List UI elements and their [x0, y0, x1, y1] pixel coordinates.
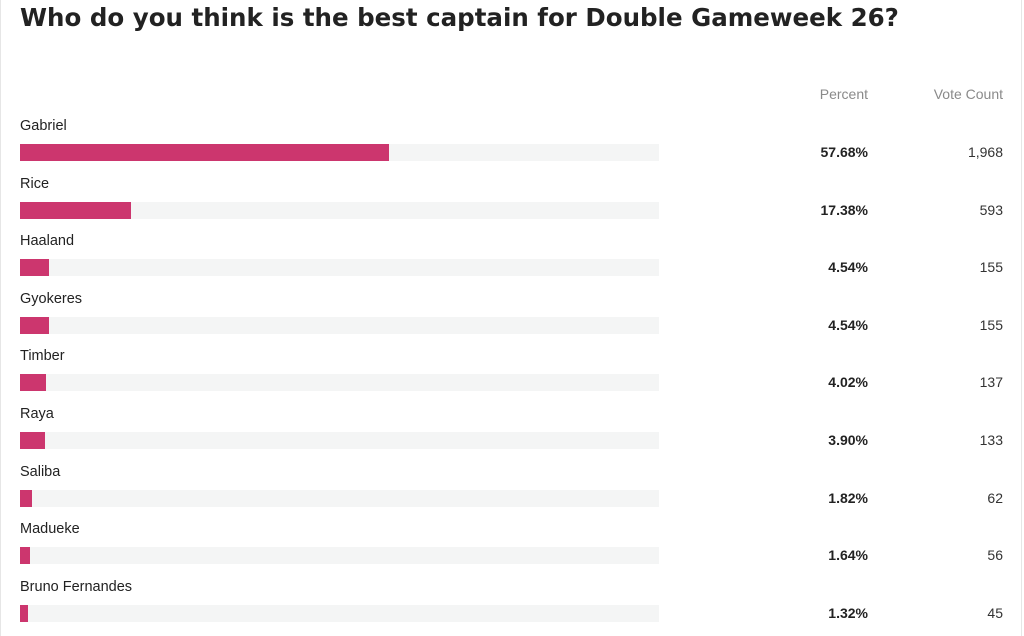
result-bar-fill — [20, 144, 389, 161]
option-percent: 4.54% — [828, 259, 868, 276]
vote-count-column-header: Vote Count — [933, 86, 1003, 102]
poll-option-timber: Timber 4.02% 137 — [1, 348, 1021, 406]
result-bar-track — [20, 144, 659, 161]
option-label: Haaland — [20, 233, 75, 250]
poll-option-madueke: Madueke 1.64% 56 — [1, 521, 1021, 579]
result-bar-track — [20, 604, 659, 622]
option-label: Gabriel — [20, 118, 67, 134]
option-percent: 4.54% — [828, 316, 868, 333]
result-bar-track — [20, 201, 659, 219]
poll-option-rice: Rice 17.38% 593 — [1, 176, 1021, 234]
option-vote-count: 1,968 — [967, 144, 1003, 160]
option-vote-count: 155 — [979, 259, 1003, 276]
option-percent: 1.64% — [828, 547, 868, 564]
poll-option-saliba: Saliba 1.82% 62 — [1, 464, 1021, 522]
result-bar-fill — [20, 316, 49, 334]
result-bar-fill — [20, 201, 132, 219]
option-label: Raya — [20, 405, 54, 422]
result-bar-fill — [20, 259, 49, 277]
poll-option-haaland: Haaland 4.54% 155 — [1, 233, 1021, 291]
option-label: Timber — [20, 348, 65, 365]
result-bar-fill — [20, 374, 46, 392]
result-bar-track — [20, 431, 659, 449]
option-vote-count: 593 — [979, 201, 1003, 218]
option-percent: 3.90% — [828, 431, 868, 448]
option-label: Madueke — [20, 521, 80, 538]
option-percent: 1.32% — [828, 604, 868, 621]
result-bar-fill — [20, 547, 31, 565]
poll-option-bruno-fernandes: Bruno Fernandes 1.32% 45 — [1, 579, 1021, 636]
option-label: Bruno Fernandes — [20, 578, 133, 595]
option-vote-count: 137 — [979, 374, 1003, 391]
result-bar-fill — [20, 604, 29, 622]
poll-option-gyokeres: Gyokeres 4.54% 155 — [1, 291, 1021, 349]
option-label: Rice — [20, 175, 50, 192]
option-vote-count: 133 — [979, 431, 1003, 448]
poll-option-raya: Raya 3.90% 133 — [1, 406, 1021, 464]
option-vote-count: 62 — [987, 489, 1003, 506]
poll-results-list: Gabriel 57.68% 1,968 Rice 17.38% 593 Haa… — [1, 118, 1021, 636]
option-vote-count: 56 — [987, 547, 1003, 564]
option-label: Saliba — [20, 463, 61, 480]
option-vote-count: 45 — [987, 604, 1003, 621]
percent-column-header: Percent — [819, 86, 868, 102]
option-percent: 4.02% — [828, 374, 868, 391]
option-percent: 1.82% — [828, 489, 868, 506]
result-bar-track — [20, 547, 659, 565]
option-percent: 17.38% — [820, 201, 868, 218]
result-bar-track — [20, 489, 659, 507]
option-percent: 57.68% — [820, 144, 868, 160]
poll-option-gabriel: Gabriel 57.68% 1,968 — [1, 118, 1021, 176]
option-label: Gyokeres — [20, 290, 83, 307]
result-bar-track — [20, 259, 659, 277]
result-bar-fill — [20, 489, 32, 507]
result-bar-track — [20, 374, 659, 392]
result-bar-fill — [20, 431, 45, 449]
result-bar-track — [20, 316, 659, 334]
poll-title: Who do you think is the best captain for… — [20, 3, 899, 32]
option-vote-count: 155 — [979, 316, 1003, 333]
